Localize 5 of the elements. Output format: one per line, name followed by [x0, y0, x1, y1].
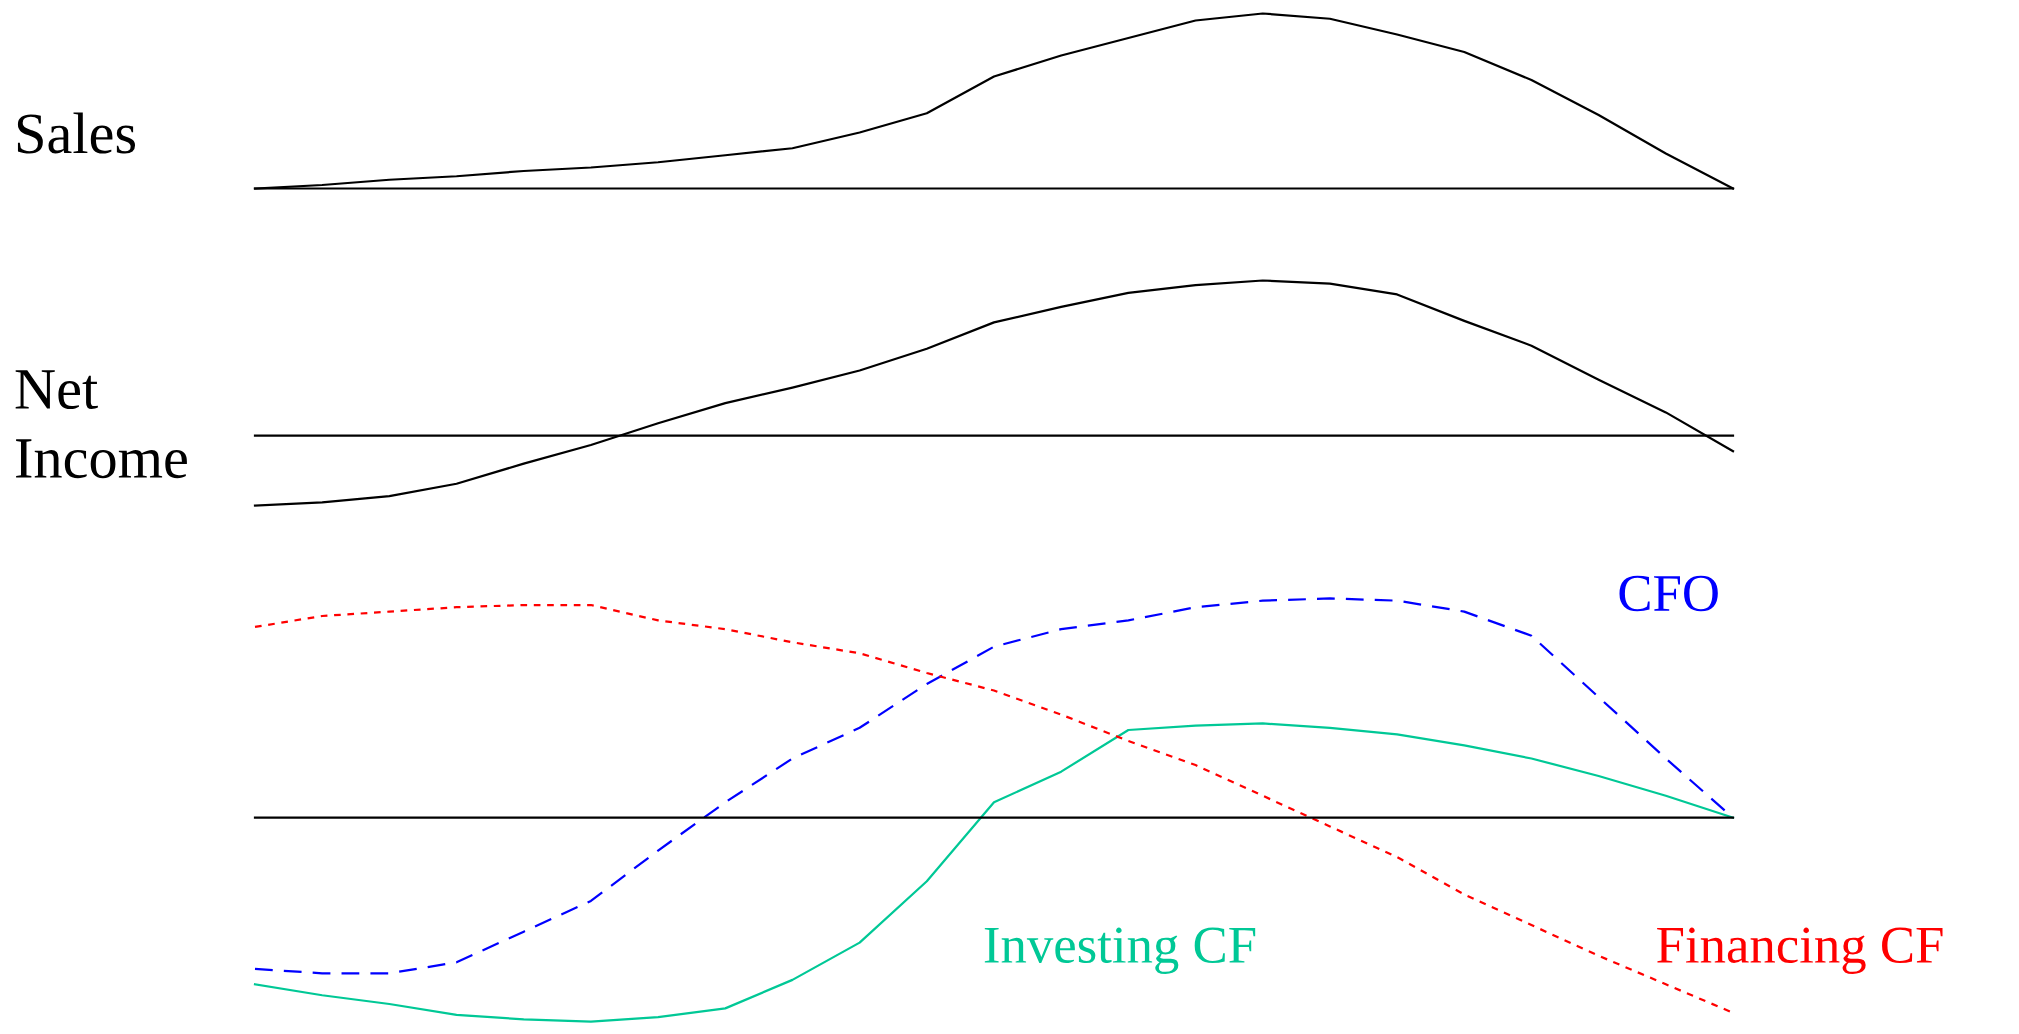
y-axis-title: Net Income	[15, 370, 187, 479]
series-label: CFO	[1619, 575, 1718, 612]
series-label: Financing CF	[1657, 927, 1943, 974]
y-axis-title: Sales	[17, 112, 136, 154]
series-label: Investing CF	[984, 927, 1256, 974]
